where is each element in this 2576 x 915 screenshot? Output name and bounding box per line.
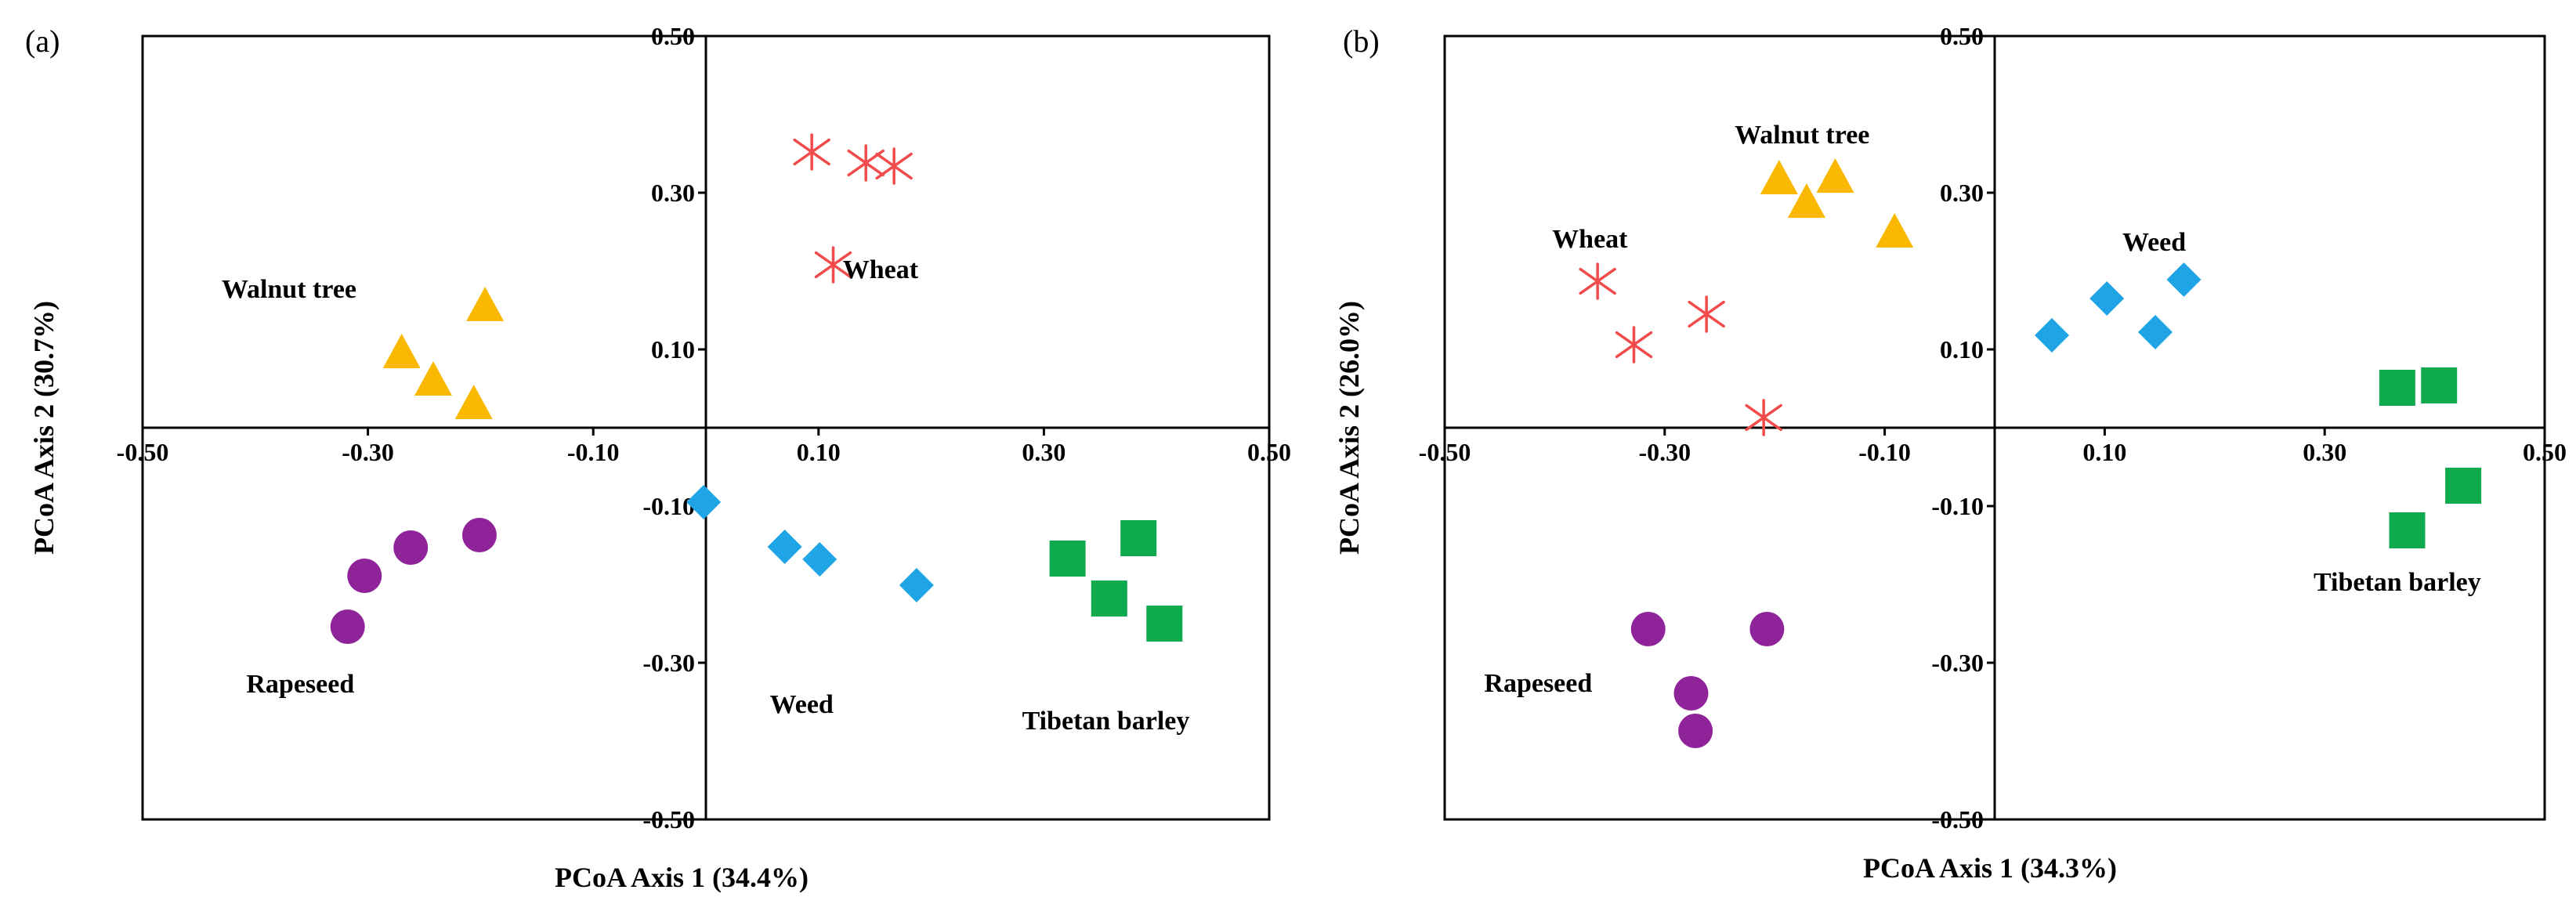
point-wheat <box>875 147 913 185</box>
point-weed <box>2137 315 2173 349</box>
point-walnut-tree <box>466 287 505 321</box>
point-wheat <box>814 246 852 284</box>
panel-label: (b) <box>1343 24 1380 59</box>
point-walnut-tree <box>454 385 493 419</box>
point-walnut-tree <box>1760 160 1798 194</box>
point-tibetan-barley <box>2389 512 2426 548</box>
y-tick-label: 0.30 <box>1940 179 1984 207</box>
y-tick-label: 0.50 <box>1940 22 1984 50</box>
y-tick-label: -0.50 <box>642 805 695 834</box>
point-wheat <box>1615 326 1653 363</box>
point-tibetan-barley <box>2379 370 2415 406</box>
x-tick-label: -0.50 <box>117 438 169 466</box>
point-tibetan-barley <box>1091 580 1127 617</box>
y-tick-label: 0.30 <box>651 179 695 207</box>
point-tibetan-barley <box>2421 367 2458 403</box>
point-weed <box>767 530 802 564</box>
y-axis-title: PCoA Axis 2 (26.0%) <box>1333 301 1365 555</box>
series-wheat <box>793 133 913 284</box>
y-tick-label: 0.10 <box>1940 335 1984 363</box>
point-rapeseed <box>1630 612 1666 646</box>
point-weed <box>2166 262 2202 297</box>
point-wheat <box>847 144 885 182</box>
y-tick-label: -0.30 <box>642 649 695 677</box>
point-walnut-tree <box>1816 158 1854 193</box>
point-weed <box>2089 281 2125 316</box>
y-tick-label: 0.10 <box>651 335 695 363</box>
point-rapeseed <box>347 559 382 593</box>
group-label-wheat: Wheat <box>843 255 919 284</box>
series-weed <box>686 485 934 602</box>
x-tick-label: -0.10 <box>567 438 620 466</box>
x-tick-label: 0.30 <box>2303 438 2346 466</box>
x-tick-label: 0.30 <box>1022 438 1065 466</box>
point-wheat <box>1579 262 1616 300</box>
series-rapeseed <box>1630 612 1785 748</box>
x-tick-label: -0.50 <box>1419 438 1471 466</box>
y-tick-label: -0.30 <box>1931 649 1984 677</box>
y-tick-label: -0.50 <box>1931 805 1984 834</box>
point-tibetan-barley <box>1120 520 1157 556</box>
y-tick-label: -0.10 <box>1931 492 1984 520</box>
point-rapeseed <box>1749 612 1785 646</box>
group-label-rapeseed: Rapeseed <box>246 670 354 699</box>
point-tibetan-barley <box>1146 606 1183 642</box>
x-tick-label: -0.30 <box>1638 438 1691 466</box>
point-rapeseed <box>330 609 365 644</box>
series-walnut-tree <box>382 287 505 419</box>
point-rapeseed <box>1678 714 1713 748</box>
point-wheat <box>1688 295 1725 333</box>
series-tibetan-barley <box>2379 367 2482 548</box>
panel-b: -0.50 -0.30 -0.10 0.10 0.30 0.50 0.50 0.30 0.10 -… <box>1333 22 2567 884</box>
point-wheat <box>793 133 830 171</box>
group-label-rapeseed: Rapeseed <box>1484 669 1592 698</box>
y-axis-title: PCoA Axis 2 (30.7%) <box>28 301 60 555</box>
panel-label: (a) <box>25 24 60 59</box>
series-weed <box>2035 262 2202 353</box>
group-label-weed: Weed <box>2122 228 2186 257</box>
point-tibetan-barley <box>1049 541 1086 577</box>
group-label-tibetan-barley: Tibetan barley <box>2314 568 2481 597</box>
group-label-walnut-tree: Walnut tree <box>1735 121 1869 150</box>
point-weed <box>2035 318 2070 353</box>
point-walnut-tree <box>382 334 421 368</box>
point-weed <box>802 542 838 577</box>
point-rapeseed <box>461 518 497 552</box>
point-walnut-tree <box>1876 213 1914 248</box>
x-tick-label: -0.10 <box>1858 438 1911 466</box>
x-axis-title: PCoA Axis 1 (34.3%) <box>1863 852 2117 884</box>
point-walnut-tree <box>1787 183 1825 218</box>
x-tick-label: 0.50 <box>2523 438 2567 466</box>
x-tick-label: 0.50 <box>1247 438 1291 466</box>
series-wheat <box>1579 262 1782 436</box>
series-tibetan-barley <box>1049 520 1183 642</box>
series-rapeseed <box>330 518 497 644</box>
x-tick-label: 0.10 <box>797 438 841 466</box>
group-label-wheat: Wheat <box>1552 225 1628 254</box>
point-wheat <box>1745 399 1782 436</box>
group-label-walnut-tree: Walnut tree <box>222 275 356 304</box>
x-axis-title: PCoA Axis 1 (34.4%) <box>555 862 809 893</box>
series-walnut-tree <box>1760 158 1914 248</box>
x-tick-label: -0.30 <box>342 438 394 466</box>
group-label-tibetan-barley: Tibetan barley <box>1022 707 1190 736</box>
point-tibetan-barley <box>2445 468 2482 504</box>
y-tick-label: 0.50 <box>651 22 695 50</box>
panel-a: -0.50 -0.30 -0.10 0.10 0.30 0.50 0.50 0.30 0.10 -… <box>25 22 1291 893</box>
point-walnut-tree <box>414 361 453 396</box>
y-tick-label: -0.10 <box>642 492 695 520</box>
point-weed <box>686 485 722 519</box>
point-rapeseed <box>1673 676 1709 711</box>
point-rapeseed <box>393 530 429 565</box>
point-weed <box>899 568 934 602</box>
x-tick-label: 0.10 <box>2082 438 2126 466</box>
group-label-weed: Weed <box>770 690 834 719</box>
